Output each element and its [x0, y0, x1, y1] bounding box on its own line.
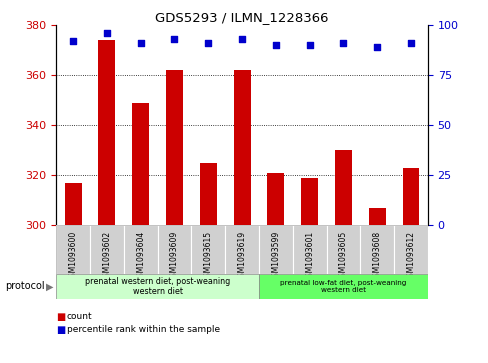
Bar	[191, 225, 224, 274]
Bar	[292, 225, 326, 274]
Point	[69, 38, 77, 44]
Text: percentile rank within the sample: percentile rank within the sample	[67, 325, 220, 334]
Bar	[402, 168, 419, 225]
Bar	[393, 225, 427, 274]
Text: GSM1093602: GSM1093602	[102, 231, 111, 282]
Bar	[334, 150, 351, 225]
Bar	[98, 40, 115, 225]
Point	[406, 41, 414, 46]
Bar	[157, 225, 191, 274]
Bar	[267, 173, 284, 225]
Bar	[301, 178, 317, 225]
Text: GSM1093601: GSM1093601	[305, 231, 313, 282]
Text: count: count	[67, 312, 92, 321]
Bar	[360, 225, 393, 274]
Text: prenatal low-fat diet, post-weaning
western diet: prenatal low-fat diet, post-weaning west…	[280, 280, 406, 293]
Text: GSM1093615: GSM1093615	[203, 231, 212, 282]
Text: GSM1093605: GSM1093605	[338, 231, 347, 282]
Point	[103, 30, 111, 36]
Point	[204, 41, 212, 46]
Text: ▶: ▶	[45, 281, 53, 291]
Text: GSM1093608: GSM1093608	[372, 231, 381, 282]
Bar	[326, 225, 360, 274]
Point	[339, 41, 346, 46]
Bar	[166, 70, 183, 225]
Bar	[132, 103, 149, 225]
Bar	[233, 70, 250, 225]
Bar	[259, 274, 427, 299]
Text: GSM1093609: GSM1093609	[170, 231, 179, 282]
Point	[305, 42, 313, 48]
Bar	[56, 225, 90, 274]
Text: GSM1093619: GSM1093619	[237, 231, 246, 282]
Text: GSM1093612: GSM1093612	[406, 231, 415, 282]
Text: ■: ■	[56, 311, 65, 322]
Bar	[64, 183, 81, 225]
Text: protocol: protocol	[5, 281, 44, 291]
Text: GSM1093604: GSM1093604	[136, 231, 145, 282]
Bar	[90, 225, 123, 274]
Point	[372, 45, 380, 50]
Bar	[200, 163, 216, 225]
Point	[271, 42, 279, 48]
Bar	[224, 225, 259, 274]
Point	[238, 37, 245, 42]
Bar	[123, 225, 157, 274]
Text: prenatal western diet, post-weaning
western diet: prenatal western diet, post-weaning west…	[85, 277, 230, 297]
Text: GSM1093600: GSM1093600	[68, 231, 78, 282]
Text: ■: ■	[56, 325, 65, 335]
Text: GSM1093599: GSM1093599	[271, 231, 280, 282]
Bar	[259, 225, 292, 274]
Bar	[56, 274, 259, 299]
Bar	[368, 208, 385, 225]
Point	[170, 37, 178, 42]
Title: GDS5293 / ILMN_1228366: GDS5293 / ILMN_1228366	[155, 11, 328, 24]
Point	[137, 41, 144, 46]
